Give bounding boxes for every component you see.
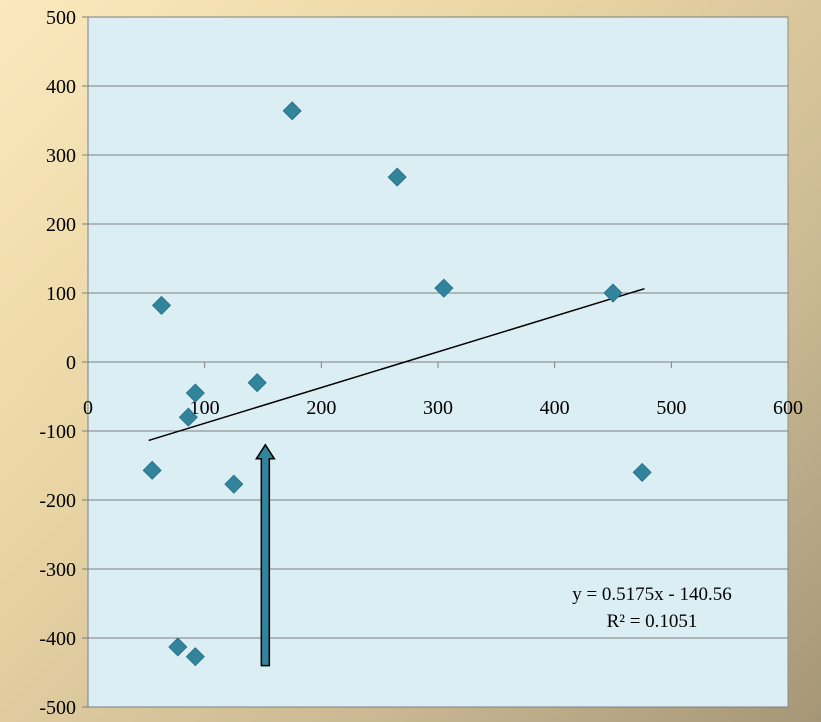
- x-tick-label: 300: [423, 397, 453, 419]
- x-tick-labels: 0 100 200 300 400 500 600: [83, 397, 803, 419]
- trendline-equation: y = 0.5175x - 140.56: [572, 584, 732, 605]
- y-tick-label: 500: [46, 7, 76, 29]
- y-tick-label: -300: [39, 559, 76, 581]
- data-point: [224, 474, 244, 494]
- data-point: [282, 101, 302, 121]
- axes: [82, 16, 789, 708]
- data-point: [185, 383, 205, 403]
- y-tick-label: 200: [46, 214, 76, 236]
- y-tick-labels: 500 400 300 200 100 0 -100 -200 -300 -400 -500: [39, 7, 76, 719]
- data-point: [168, 637, 188, 657]
- y-tick-label: 300: [46, 145, 76, 167]
- data-point: [434, 278, 454, 298]
- arrow-annotation: [254, 443, 276, 667]
- trendline: [148, 287, 645, 442]
- data-point: [632, 462, 652, 482]
- data-point: [142, 460, 162, 480]
- x-tick-label: 200: [306, 397, 336, 419]
- trendline-r-squared: R² = 0.1051: [607, 611, 698, 632]
- y-tick-label: -400: [39, 628, 76, 650]
- data-points: [142, 101, 652, 667]
- x-tick-label: 500: [656, 397, 686, 419]
- x-tick-label: 400: [540, 397, 570, 419]
- y-tick-label: -500: [39, 697, 76, 719]
- y-tick-label: 0: [66, 352, 76, 374]
- data-point: [247, 373, 267, 393]
- y-tick-label: 400: [46, 76, 76, 98]
- data-point: [387, 167, 407, 187]
- trendline-group: [148, 287, 645, 442]
- x-tick-label: 100: [190, 397, 220, 419]
- data-point: [603, 283, 623, 303]
- data-point: [185, 647, 205, 667]
- x-tick-label: 0: [83, 397, 93, 419]
- y-tick-label: -100: [39, 421, 76, 443]
- up-arrow: [254, 443, 276, 667]
- y-tick-label: -200: [39, 490, 76, 512]
- y-tick-label: 100: [46, 283, 76, 305]
- data-point: [178, 407, 198, 427]
- data-point: [151, 295, 172, 315]
- x-tick-label: 600: [773, 397, 803, 419]
